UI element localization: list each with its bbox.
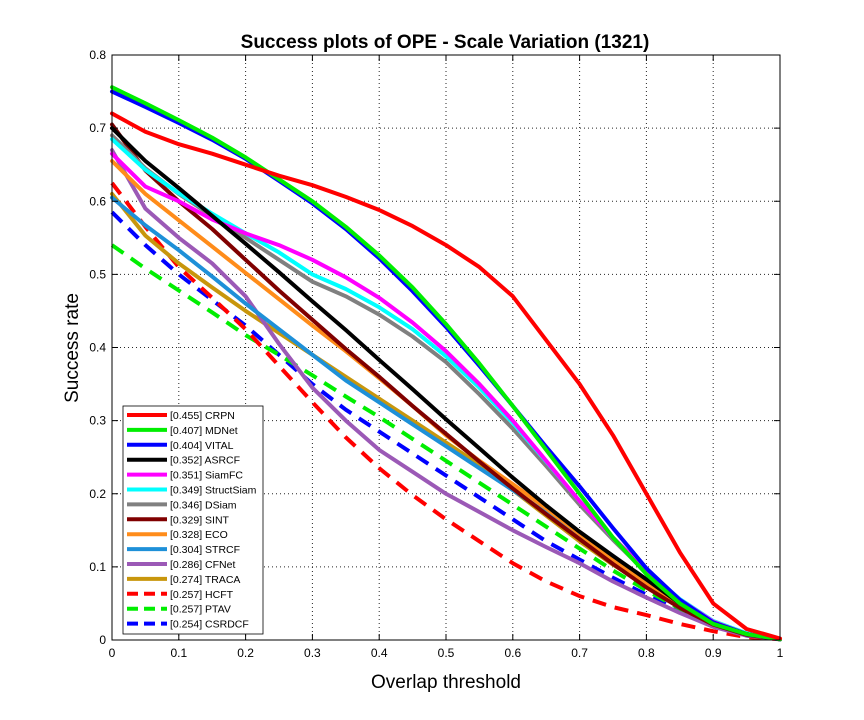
x-tick-label: 0.6 [504,646,521,660]
legend-label-cfnet: [0.286] CFNet [170,559,235,571]
legend-label-asrcf: [0.352] ASRCF [170,455,240,467]
y-tick-label: 0.2 [89,487,106,501]
x-tick-label: 0.9 [705,646,722,660]
legend-label-hcft: [0.257] HCFT [170,589,234,601]
series-line-hcft [110,181,781,642]
legend-label-mdnet: [0.407] MDNet [170,425,238,437]
y-tick-label: 0.4 [89,341,106,355]
y-tick-label: 0.6 [89,194,106,208]
y-tick-label: 0.3 [89,414,106,428]
legend-label-vital: [0.404] VITAL [170,440,234,452]
legend-label-crpn: [0.455] CRPN [170,410,235,422]
y-tick-label: 0.5 [89,267,106,281]
x-tick-label: 0.1 [170,646,187,660]
y-axis-label: Success rate [62,293,83,403]
legend-entries: [0.455] CRPN [0.407] MDNet [0.404] VITAL [0… [127,410,257,631]
y-tick-label: 0 [99,633,106,647]
y-tick-label: 0.7 [89,121,106,135]
legend-label-ptav: [0.257] PTAV [170,604,231,616]
x-tick-label: 0.8 [638,646,655,660]
x-tick-label: 0.7 [571,646,588,660]
legend-label-structsiam: [0.349] StructSiam [170,485,257,497]
series-line-sint [110,122,782,642]
axis-ticks: 0 0.1 0.2 0.3 0.4 0.5 0.6 0.7 0.8 0.9 1 0 0.1 0.2 0.3 0… [89,48,783,660]
series-line-mdnet [110,85,782,642]
legend-label-sint: [0.329] SINT [170,514,230,526]
legend-label-dsiam: [0.346] DSiam [170,499,237,511]
y-tick-label: 0.8 [89,48,106,62]
y-tick-label: 0.1 [89,560,106,574]
legend-label-traca: [0.274] TRACA [170,574,240,586]
series-lines [110,85,782,642]
legend-label-siamfc: [0.351] SiamFC [170,470,243,482]
legend-label-csrdcf: [0.254] CSRDCF [170,619,249,631]
chart-title: Success plots of OPE - Scale Variation (… [241,32,650,53]
x-tick-label: 0.4 [371,646,388,660]
x-tick-label: 0.2 [237,646,254,660]
series-line-crpn [110,111,782,641]
series-line-cfnet [110,148,782,642]
x-tick-label: 0 [109,646,116,660]
x-axis-label: Overlap threshold [371,672,521,693]
legend: [0.455] CRPN [0.407] MDNet [0.404] VITAL [0… [122,405,264,635]
x-tick-label: 0.3 [304,646,321,660]
grid [112,55,780,640]
legend-label-strcf: [0.304] STRCF [170,544,240,556]
series-line-ptav [110,243,781,642]
legend-label-eco: [0.328] ECO [170,529,228,541]
x-tick-label: 1 [777,646,784,660]
x-tick-label: 0.5 [438,646,455,660]
